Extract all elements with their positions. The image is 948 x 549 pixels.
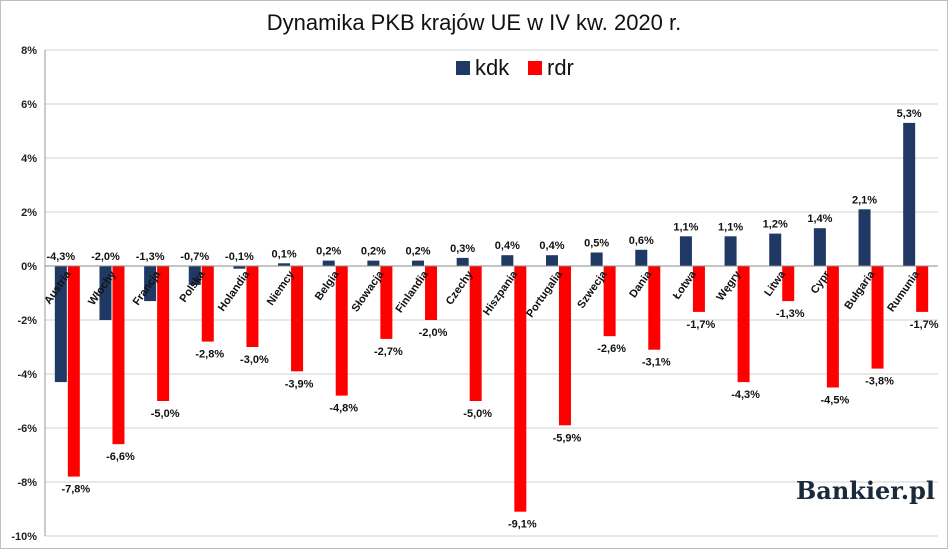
bar-rdr — [558, 266, 571, 426]
data-label-rdr: -3,1% — [642, 357, 671, 369]
y-tick-label: 2% — [21, 207, 37, 219]
data-label-kdk: 0,2% — [316, 246, 341, 258]
bar-kdk — [635, 249, 648, 266]
data-label-kdk: 1,2% — [763, 219, 788, 231]
bar-kdk — [367, 260, 380, 266]
data-label-kdk: -0,7% — [180, 251, 209, 263]
bar-kdk — [322, 260, 335, 266]
legend-swatch-kdk — [456, 61, 470, 75]
data-label-kdk: -1,3% — [136, 251, 165, 263]
bar-kdk — [903, 122, 916, 267]
bar-rdr — [157, 266, 170, 401]
bar-kdk — [233, 266, 246, 269]
data-label-rdr: -3,9% — [285, 378, 314, 390]
data-label-kdk: 1,1% — [718, 221, 743, 233]
data-label-kdk: 5,3% — [897, 108, 922, 120]
data-label-rdr: -2,8% — [195, 349, 224, 361]
bar-kdk — [144, 266, 157, 302]
data-label-rdr: -5,0% — [151, 408, 180, 420]
bar-rdr — [514, 266, 527, 512]
data-label-kdk: -2,0% — [91, 251, 120, 263]
bar-rdr — [603, 266, 616, 337]
bar-rdr — [380, 266, 393, 339]
legend-label-rdr: rdr — [547, 55, 574, 80]
bar-rdr — [826, 266, 839, 388]
bar-kdk — [501, 255, 514, 266]
data-label-kdk: 1,1% — [673, 221, 698, 233]
data-label-kdk: 0,2% — [405, 246, 430, 258]
data-label-rdr: -6,6% — [106, 451, 135, 463]
bar-rdr — [648, 266, 661, 350]
data-label-rdr: -4,8% — [329, 403, 358, 415]
legend-swatch-rdr — [528, 61, 542, 75]
bar-kdk — [590, 252, 603, 266]
data-label-rdr: -9,1% — [508, 519, 537, 531]
data-label-rdr: -1,7% — [910, 319, 939, 331]
y-tick-label: 6% — [21, 99, 37, 111]
data-label-kdk: 1,4% — [807, 213, 832, 225]
chart-title: Dynamika PKB krajów UE w IV kw. 2020 r. — [266, 10, 682, 35]
y-tick-label: 0% — [21, 261, 37, 273]
bar-kdk — [278, 263, 291, 266]
data-label-rdr: -5,0% — [463, 408, 492, 420]
data-label-rdr: -4,3% — [731, 389, 760, 401]
data-label-kdk: 0,4% — [495, 240, 520, 252]
bar-rdr — [335, 266, 348, 396]
bar-kdk — [412, 260, 425, 266]
bar-rdr — [916, 266, 929, 312]
data-label-rdr: -3,0% — [240, 354, 269, 366]
data-label-kdk: -0,1% — [225, 251, 254, 263]
bar-kdk — [188, 266, 201, 285]
bar-rdr — [67, 266, 80, 477]
data-label-kdk: 0,6% — [629, 235, 654, 247]
bar-kdk — [813, 228, 826, 266]
bar-rdr — [425, 266, 438, 320]
data-label-kdk: 0,1% — [272, 248, 297, 260]
data-label-rdr: -1,3% — [776, 308, 805, 320]
data-label-kdk: 0,3% — [450, 243, 475, 255]
y-tick-label: -4% — [17, 369, 37, 381]
bar-rdr — [871, 266, 884, 369]
data-label-rdr: -2,6% — [597, 343, 626, 355]
data-label-rdr: -1,7% — [687, 319, 716, 331]
data-label-kdk: 0,5% — [584, 238, 609, 250]
bar-rdr — [291, 266, 304, 372]
y-tick-label: -8% — [17, 477, 37, 489]
data-label-rdr: -5,9% — [553, 432, 582, 444]
bar-kdk — [724, 236, 737, 266]
y-tick-label: -2% — [17, 315, 37, 327]
bar-kdk — [456, 257, 469, 266]
bar-kdk — [679, 236, 692, 266]
data-label-kdk: -4,3% — [46, 251, 75, 263]
bar-rdr — [112, 266, 125, 445]
data-label-rdr: -7,8% — [61, 484, 90, 496]
bar-kdk — [769, 233, 782, 266]
data-label-rdr: -2,7% — [374, 346, 403, 358]
y-tick-label: -10% — [11, 531, 37, 543]
data-label-kdk: 2,1% — [852, 194, 877, 206]
data-label-rdr: -3,8% — [865, 376, 894, 388]
legend-label-kdk: kdk — [475, 55, 510, 80]
data-label-kdk: 0,4% — [539, 240, 564, 252]
brand-logo: Bankier.pl — [796, 476, 935, 505]
y-tick-label: -6% — [17, 423, 37, 435]
y-tick-label: 8% — [21, 45, 37, 57]
bar-kdk — [99, 266, 112, 320]
data-label-rdr: -4,5% — [821, 395, 850, 407]
data-label-rdr: -2,0% — [419, 327, 448, 339]
y-tick-label: 4% — [21, 153, 37, 165]
bar-kdk — [858, 209, 871, 266]
bar-rdr — [692, 266, 705, 312]
bar-rdr — [737, 266, 750, 383]
data-label-kdk: 0,2% — [361, 246, 386, 258]
bar-rdr — [246, 266, 259, 347]
bar-rdr — [469, 266, 482, 401]
bar-kdk — [545, 255, 558, 266]
bar-rdr — [201, 266, 214, 342]
bar-rdr — [782, 266, 795, 302]
bar-kdk — [54, 266, 67, 383]
